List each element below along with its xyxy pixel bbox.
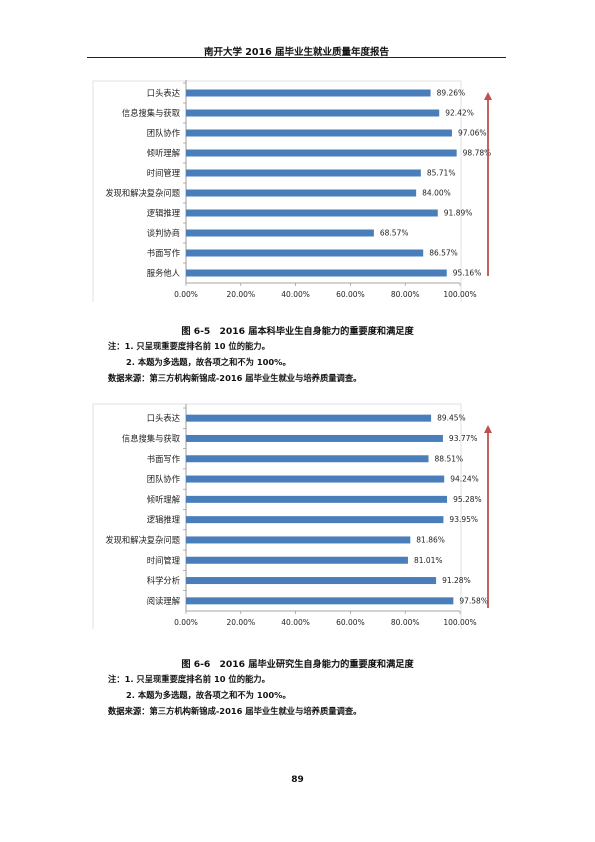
x-tick-label: 40.00% [281,290,310,299]
data-label: 91.89% [444,209,473,218]
page-header: 南开大学 2016 届毕业生就业质量年度报告 [203,47,390,58]
data-label: 93.77% [449,434,478,443]
x-tick-label: 20.00% [226,290,255,299]
chart-6-6: 口头表达 89.45% 信息搜集与获取 93.77% 书面写作 88.51% 团队协作 94.… [92,403,499,629]
bar [186,249,424,257]
category-label: 发现和解决复杂问题 [105,188,180,198]
x-tick-label: 100.00% [443,290,476,299]
header-rule [87,57,506,58]
bar-chart-graduate: 口头表达 89.45% 信息搜集与获取 93.77% 书面写作 88.51% 团队协作 94.… [92,403,492,629]
note-line-2: 2. 本题为多选题，故各项之和不为 100%。 [126,690,291,700]
plot-area-border [92,403,462,629]
data-label: 94.24% [450,475,479,484]
page-number: 89 [291,775,304,785]
category-label: 发现和解决复杂问题 [105,535,180,545]
category-label: 团队协作 [147,128,180,138]
data-label: 97.06% [458,129,487,138]
chart-6-5: 口头表达 89.26% 信息搜集与获取 92.42% 团队协作 97.06% 倾听理解 98.… [92,80,499,302]
data-label: 89.45% [437,414,466,423]
data-label: 85.71% [427,169,456,178]
data-label: 91.28% [442,576,471,585]
data-label: 68.57% [380,229,409,238]
category-label: 逻辑推理 [147,515,181,525]
data-label: 81.86% [416,535,445,544]
bar [186,475,445,483]
bar [186,149,457,157]
bar [186,556,408,564]
bar [186,597,454,605]
x-tick-label: 80.00% [391,618,420,627]
category-label: 时间管理 [147,168,181,178]
x-tick-label: 60.00% [336,618,365,627]
plot-area-border [92,80,462,302]
data-label: 84.00% [422,189,451,198]
data-label: 92.42% [445,109,474,118]
x-tick-label: 40.00% [281,618,310,627]
bar [186,89,431,97]
category-label: 书面写作 [147,248,180,258]
category-label: 科学分析 [147,576,180,586]
bar [186,516,444,524]
category-label: 谈判协商 [147,228,180,238]
data-label: 95.16% [453,269,482,278]
x-tick-label: 60.00% [336,290,365,299]
data-label: 88.51% [435,454,464,463]
bar [186,414,432,422]
bar [186,129,452,137]
bar [186,577,437,585]
note-line-1: 注：1. 只呈现重要度排名前 10 位的能力。 [108,674,270,684]
figure-caption-6-6: 图 6-6 2016 届毕业研究生自身能力的重要度和满足度 [181,659,414,670]
bar [186,169,421,177]
figure-caption-6-5: 图 6-5 2016 届本科毕业生自身能力的重要度和满足度 [181,326,414,337]
bar-chart-undergrad: 口头表达 89.26% 信息搜集与获取 92.42% 团队协作 97.06% 倾听理解 98.… [92,80,492,302]
bar [186,269,447,277]
bar [186,209,438,217]
category-label: 信息搜集与获取 [122,108,181,118]
category-label: 倾听理解 [147,148,180,158]
bar [186,434,443,442]
data-label: 93.95% [449,515,478,524]
importance-arrow-head [484,92,492,100]
bar [186,109,440,117]
bar [186,536,411,544]
category-label: 阅读理解 [147,596,180,606]
bar [186,495,448,503]
x-tick-label: 0.00% [174,618,198,627]
x-tick-label: 0.00% [174,290,198,299]
category-label: 口头表达 [147,88,180,98]
data-label: 98.78% [463,149,492,158]
x-tick-label: 100.00% [443,618,476,627]
category-label: 时间管理 [147,555,181,565]
note-line-1: 注：1. 只呈现重要度排名前 10 位的能力。 [108,341,270,351]
data-label: 81.01% [414,556,443,565]
data-label: 95.28% [453,495,482,504]
data-label: 97.58% [459,596,488,605]
bar [186,455,429,463]
category-label: 服务他人 [147,268,180,278]
data-source: 数据来源：第三方机构新锦成-2016 届毕业生就业与培养质量调查。 [108,706,362,716]
category-label: 团队协作 [147,474,180,484]
bar [186,189,417,197]
data-label: 89.26% [437,89,466,98]
bar [186,229,374,237]
category-label: 书面写作 [147,454,180,464]
category-label: 信息搜集与获取 [122,433,181,443]
note-line-2: 2. 本题为多选题，故各项之和不为 100%。 [126,357,291,367]
data-label: 86.57% [429,249,458,258]
importance-arrow-head [484,425,492,433]
category-label: 口头表达 [147,413,180,423]
category-label: 倾听理解 [147,494,180,504]
x-tick-label: 80.00% [391,290,420,299]
data-source: 数据来源：第三方机构新锦成-2016 届毕业生就业与培养质量调查。 [108,373,362,383]
category-label: 逻辑推理 [147,208,181,218]
x-tick-label: 20.00% [226,618,255,627]
